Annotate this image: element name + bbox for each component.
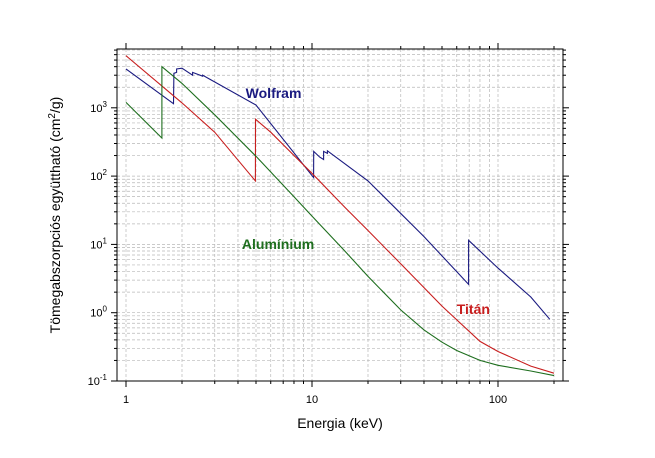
series-line-wolfram [125,67,551,320]
x-axis-label: Energia (keV) [297,415,383,431]
series-label-titán: Titán [457,301,490,317]
x-tick-label: 100 [489,394,507,406]
series-line-titán [125,55,555,374]
y-tick-label: 103 [90,100,107,115]
series-labels: Wolfram Titán Alumínium [242,85,490,317]
series-line-alumínium [125,65,555,377]
series-lines [125,55,555,377]
grid [117,49,563,382]
y-tick-label: 102 [90,168,107,183]
x-tick-label: 10 [306,394,318,406]
y-axis-ticks: 10-1 100 101 102 103 [88,49,569,388]
series-label-wolfram: Wolfram [246,85,302,101]
y-tick-label: 10-1 [88,373,108,388]
y-tick-label: 100 [90,305,107,320]
y-axis-label: Tömegabszorpciós együttható (cm2/g) [47,97,63,334]
y-tick-label: 101 [90,236,107,251]
x-axis-ticks: 1 10 100 [123,43,555,406]
x-tick-label: 1 [123,394,129,406]
plot-frame [116,48,564,382]
series-label-alumínium: Alumínium [242,236,314,252]
